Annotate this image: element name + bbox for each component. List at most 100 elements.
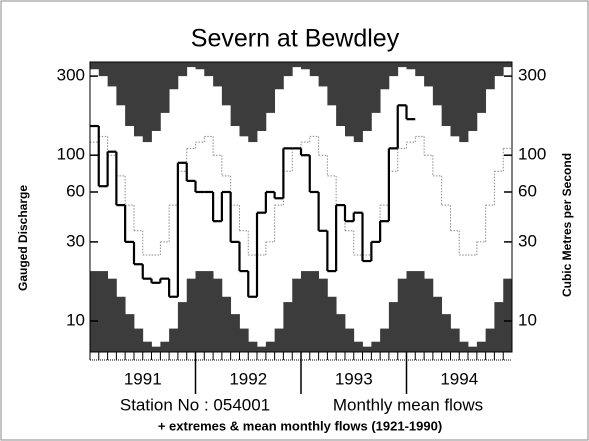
series-label: Monthly mean flows (333, 395, 483, 414)
min-extreme (292, 278, 302, 352)
min-extreme (160, 341, 170, 352)
min-extreme (177, 302, 188, 352)
max-extreme (257, 62, 267, 131)
min-extreme (503, 278, 513, 352)
x-tick-label: 1991 (124, 369, 162, 388)
max-extreme (459, 62, 469, 143)
min-extreme (476, 341, 487, 352)
max-extreme (327, 62, 337, 106)
max-extreme (336, 62, 346, 127)
min-extreme (318, 278, 328, 352)
min-extreme (90, 271, 100, 352)
max-extreme (441, 62, 451, 127)
x-tick-label: 1993 (335, 369, 373, 388)
min-extreme (239, 328, 249, 352)
max-extreme (274, 62, 284, 90)
max-extreme (485, 62, 495, 90)
min-extreme (362, 346, 372, 352)
min-extreme (248, 341, 258, 352)
max-extreme (151, 62, 161, 131)
min-extreme (265, 341, 276, 352)
max-extreme (371, 62, 381, 113)
min-extreme (441, 314, 451, 352)
min-extreme (169, 328, 179, 352)
max-extreme (213, 62, 223, 87)
min-extreme (494, 302, 504, 352)
chart-title: Severn at Bewdley (191, 25, 400, 53)
max-extreme (248, 62, 258, 143)
min-extreme (432, 296, 443, 352)
max-extreme (177, 62, 188, 77)
y-tick-label: 300 (57, 66, 85, 85)
y2-tick-label: 10 (518, 310, 537, 329)
y-tick-label: 60 (66, 181, 85, 200)
max-extreme (292, 62, 302, 68)
min-extreme (485, 328, 495, 352)
max-extreme (406, 62, 416, 70)
min-extreme (301, 271, 311, 352)
max-extreme (160, 62, 170, 113)
min-extreme (230, 314, 240, 352)
y2-axis-label: Cubic Metres per Second (560, 153, 574, 297)
max-extreme (476, 62, 487, 113)
max-extreme (142, 62, 152, 143)
max-extreme (494, 62, 504, 77)
max-extreme (283, 62, 293, 77)
min-extreme (98, 271, 109, 352)
max-extreme (468, 62, 478, 131)
y2-tick-label: 60 (518, 181, 537, 200)
max-extreme (344, 62, 355, 137)
max-extreme (450, 62, 460, 137)
min-extreme (424, 278, 434, 352)
y-tick-label: 30 (66, 231, 85, 250)
y2-tick-label: 30 (518, 231, 537, 250)
min-extreme (133, 328, 144, 352)
min-extreme (450, 328, 460, 352)
max-extreme (380, 62, 390, 90)
min-extreme (257, 346, 267, 352)
max-extreme (204, 62, 214, 77)
max-extreme (195, 62, 205, 70)
min-extreme (142, 341, 152, 352)
min-extreme (213, 278, 223, 352)
max-extreme (239, 62, 249, 137)
min-extreme (344, 328, 355, 352)
max-extreme (116, 62, 126, 106)
y2-tick-label: 300 (518, 66, 546, 85)
max-extreme (133, 62, 144, 137)
min-extreme (327, 296, 337, 352)
min-extreme (186, 278, 196, 352)
y-axis-label: Gauged Discharge (16, 185, 30, 291)
min-extreme (125, 314, 135, 352)
max-extreme (397, 62, 407, 68)
min-extreme (380, 328, 390, 352)
min-extreme (195, 271, 205, 352)
max-extreme (432, 62, 443, 106)
min-extreme (116, 296, 126, 352)
max-extreme (90, 62, 100, 70)
max-extreme (318, 62, 328, 87)
max-extreme (362, 62, 372, 131)
max-extreme (107, 62, 117, 87)
y-tick-label: 100 (57, 145, 85, 164)
min-extreme (388, 302, 399, 352)
min-extreme (283, 302, 293, 352)
min-extreme (309, 271, 320, 352)
max-extreme (230, 62, 240, 127)
max-extreme (415, 62, 425, 77)
min-extreme (221, 296, 232, 352)
min-extreme (107, 278, 117, 352)
max-extreme (353, 62, 363, 143)
note-label: + extremes & mean monthly flows (1921-19… (158, 418, 442, 433)
min-extreme (151, 346, 161, 352)
min-extreme (459, 341, 469, 352)
min-extreme (336, 314, 346, 352)
min-extreme (204, 271, 214, 352)
min-extreme (406, 271, 416, 352)
min-extreme (468, 346, 478, 352)
max-extreme (388, 62, 399, 77)
min-extreme (371, 341, 381, 352)
max-extreme (424, 62, 434, 87)
max-extreme (301, 62, 311, 70)
